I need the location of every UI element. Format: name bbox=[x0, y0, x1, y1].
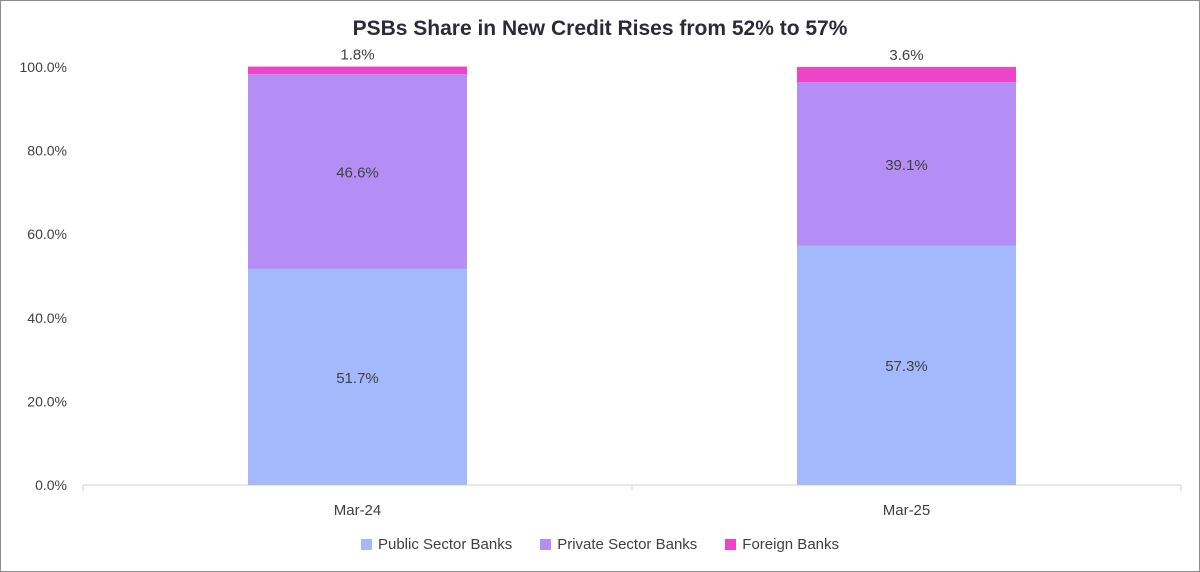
legend-label: Public Sector Banks bbox=[377, 536, 513, 553]
y-tick-label: 40.0% bbox=[27, 310, 67, 326]
data-label: 57.3% bbox=[885, 358, 928, 375]
bar-segment bbox=[797, 82, 1016, 246]
data-label: 39.1% bbox=[885, 157, 928, 174]
legend-entry: Private Sector Banks bbox=[540, 536, 697, 553]
data-label: 1.8% bbox=[340, 47, 374, 64]
y-tick-label: 60.0% bbox=[27, 226, 67, 242]
bar-segment bbox=[797, 245, 1016, 485]
legend-entry: Public Sector Banks bbox=[360, 536, 513, 553]
data-label: 46.6% bbox=[336, 165, 379, 182]
y-tick-label: 80.0% bbox=[27, 143, 67, 159]
legend-label: Private Sector Banks bbox=[557, 536, 698, 553]
bar-segment bbox=[248, 66, 467, 75]
legend-label: Foreign Banks bbox=[742, 536, 839, 553]
legend-swatch bbox=[725, 539, 737, 550]
y-tick-label: 20.0% bbox=[27, 393, 67, 409]
data-label: 3.6% bbox=[889, 47, 923, 64]
data-label: 51.7% bbox=[336, 370, 379, 387]
legend: Public Sector Banks Private Sector Banks F… bbox=[1, 536, 1199, 553]
x-tick-label: Mar-25 bbox=[883, 502, 931, 519]
chart-title: PSBs Share in New Credit Rises from 52% … bbox=[352, 17, 848, 40]
bar-segment bbox=[248, 268, 467, 485]
y-tick-label: 0.0% bbox=[35, 477, 67, 493]
x-tick-label: Mar-24 bbox=[334, 502, 382, 519]
bar-segment bbox=[797, 67, 1016, 83]
bar-segment bbox=[248, 74, 467, 269]
legend-swatch bbox=[540, 539, 552, 550]
legend-entry: Foreign Banks bbox=[725, 536, 839, 553]
legend-swatch bbox=[360, 539, 372, 550]
y-tick-label: 100.0% bbox=[20, 59, 67, 75]
